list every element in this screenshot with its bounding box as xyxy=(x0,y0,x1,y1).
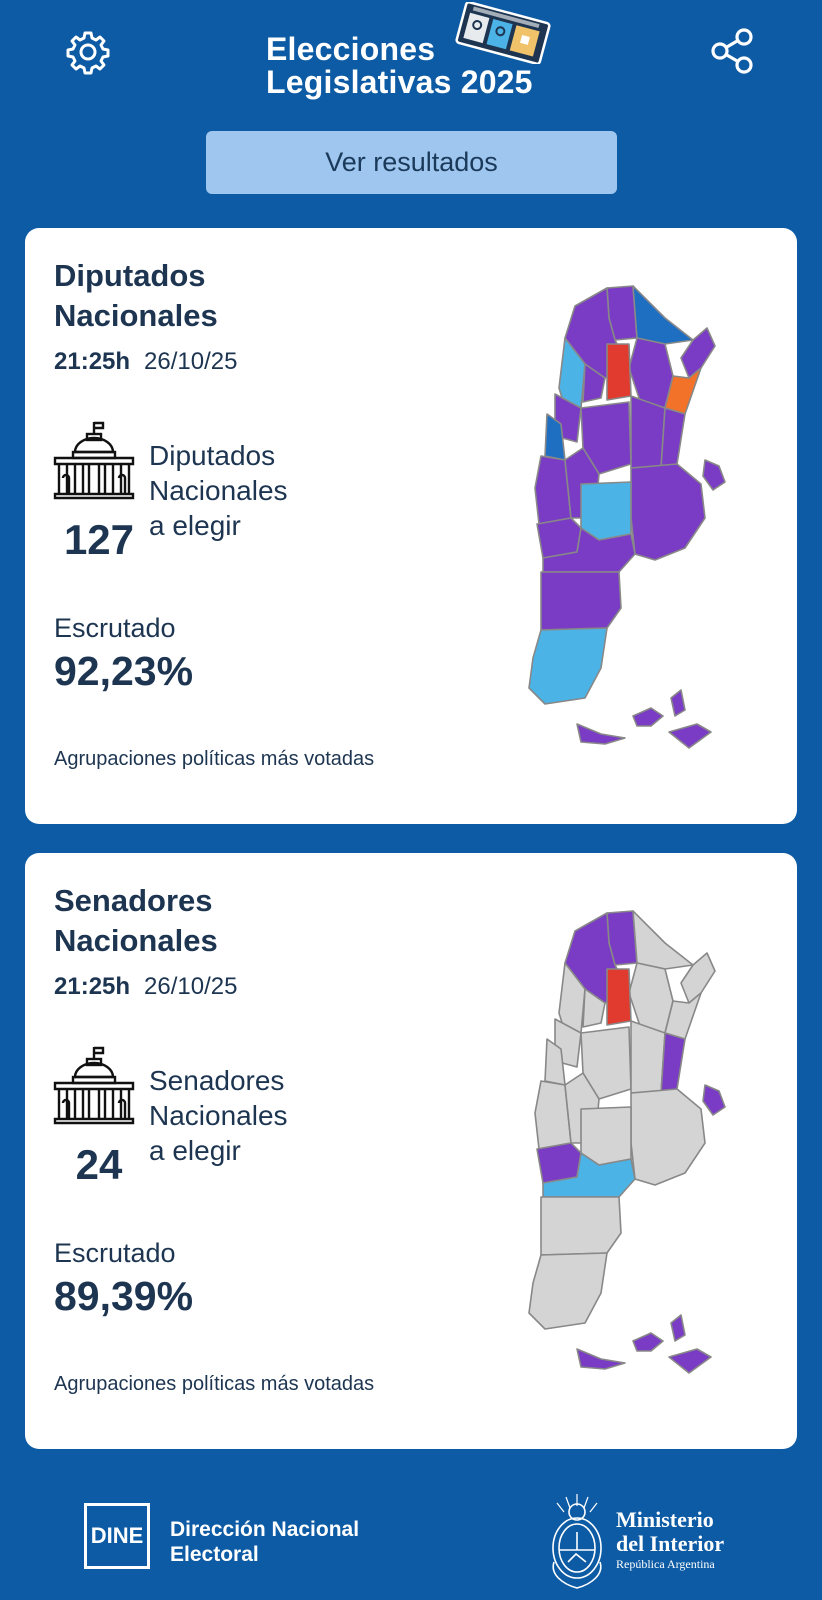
province-formosa xyxy=(632,910,694,970)
congress-icon xyxy=(53,1046,135,1125)
province-caba xyxy=(702,1084,726,1116)
province-cordoba xyxy=(580,401,632,475)
seats-label-line2: Nacionales xyxy=(149,475,288,506)
province-chubut xyxy=(540,1196,622,1256)
malvinas-islands-east xyxy=(670,1314,686,1342)
ministry-subtitle: República Argentina xyxy=(616,1557,715,1571)
settings-button[interactable] xyxy=(64,28,112,76)
province-corrientes xyxy=(664,367,702,415)
senators-card[interactable]: Senadores Nacionales 21:25h 26/10/25 24 S… xyxy=(25,853,797,1449)
province-santa-cruz xyxy=(528,627,608,705)
scrutinized-value: 89,39% xyxy=(54,1273,194,1319)
province-caba xyxy=(702,459,726,491)
province-santa-cruz xyxy=(528,1252,608,1330)
province-tucuman xyxy=(582,363,606,403)
province-buenos-aires xyxy=(630,463,706,561)
province-la-pampa xyxy=(580,481,632,541)
ministry-line1: Ministerio xyxy=(616,1507,714,1532)
parties-label: Agrupaciones políticas más votadas xyxy=(54,1373,375,1395)
province-santa-fe xyxy=(630,1020,666,1094)
seats-label-line2: Nacionales xyxy=(149,1100,288,1131)
card-title: Senadores Nacionales xyxy=(54,883,218,958)
province-corrientes xyxy=(664,992,702,1040)
province-formosa xyxy=(632,285,694,345)
dine-logo: DINE Dirección Nacional Electoral xyxy=(84,1503,384,1577)
ministry-name: Ministerio del Interior República Argent… xyxy=(616,1508,724,1572)
seats-label-line1: Senadores xyxy=(149,1065,285,1096)
deputies-card[interactable]: Diputados Nacionales 21:25h 26/10/25 127 … xyxy=(25,228,797,824)
province-sgo-estero xyxy=(606,343,632,401)
province-tierra-del-fuego xyxy=(576,1348,626,1370)
update-timestamp: 21:25h 26/10/25 xyxy=(54,973,237,1001)
province-santa-fe xyxy=(630,395,666,469)
title-line2: Legislativas 2025 xyxy=(266,64,533,100)
seats-count: 24 xyxy=(75,1141,123,1188)
province-la-pampa xyxy=(580,1106,632,1166)
share-button[interactable] xyxy=(708,26,758,76)
seats-label-line3: a elegir xyxy=(149,510,241,541)
province-chubut xyxy=(540,571,622,631)
south-georgia xyxy=(668,723,712,749)
ministry-logo: Ministerio del Interior República Argent… xyxy=(546,1492,786,1592)
share-icon xyxy=(711,28,753,74)
update-time: 21:25h xyxy=(54,973,131,1000)
national-seal-icon xyxy=(552,1494,602,1589)
app-header: Elecciones Legislativas 2025 xyxy=(0,0,822,120)
malvinas-islands xyxy=(632,707,664,727)
scrutinized-label: Escrutado xyxy=(54,613,176,643)
malvinas-islands xyxy=(632,1332,664,1352)
argentina-map xyxy=(528,910,726,1374)
parties-label: Agrupaciones políticas más votadas xyxy=(54,748,375,770)
update-date: 26/10/25 xyxy=(144,973,238,1000)
province-cordoba xyxy=(580,1026,632,1100)
province-tierra-del-fuego xyxy=(576,723,626,745)
province-sgo-estero xyxy=(606,968,632,1026)
seats-label-line3: a elegir xyxy=(149,1135,241,1166)
gear-icon xyxy=(66,31,110,75)
dine-name: Dirección Nacional Electoral xyxy=(170,1517,359,1567)
app-title: Elecciones Legislativas 2025 xyxy=(266,33,533,99)
update-time: 21:25h xyxy=(54,348,131,375)
dine-line1: Dirección Nacional xyxy=(170,1518,360,1541)
south-georgia xyxy=(668,1348,712,1374)
seats-label: Senadores Nacionales a elegir xyxy=(149,1063,369,1168)
update-timestamp: 21:25h 26/10/25 xyxy=(54,348,237,376)
ballot-cards-icon xyxy=(455,2,551,64)
scrutinized-value: 92,23% xyxy=(54,648,194,694)
province-entre-rios xyxy=(660,1032,686,1094)
dine-line2: Electoral xyxy=(170,1543,259,1566)
seats-count: 127 xyxy=(63,516,135,563)
dine-logo-box: DINE xyxy=(84,1503,150,1569)
congress-icon xyxy=(53,421,135,500)
seats-label: Diputados Nacionales a elegir xyxy=(149,438,369,543)
card-title: Diputados Nacionales xyxy=(54,258,218,333)
province-buenos-aires xyxy=(630,1088,706,1186)
province-tucuman xyxy=(582,988,606,1028)
scrutinized-label: Escrutado xyxy=(54,1238,176,1268)
argentina-map xyxy=(528,285,726,749)
seats-label-line1: Diputados xyxy=(149,440,276,471)
view-results-button[interactable]: Ver resultados xyxy=(206,131,617,194)
title-line1: Elecciones xyxy=(266,31,436,67)
province-entre-rios xyxy=(660,407,686,469)
malvinas-islands-east xyxy=(670,689,686,717)
ministry-line2: del Interior xyxy=(616,1531,725,1556)
update-date: 26/10/25 xyxy=(144,348,238,375)
